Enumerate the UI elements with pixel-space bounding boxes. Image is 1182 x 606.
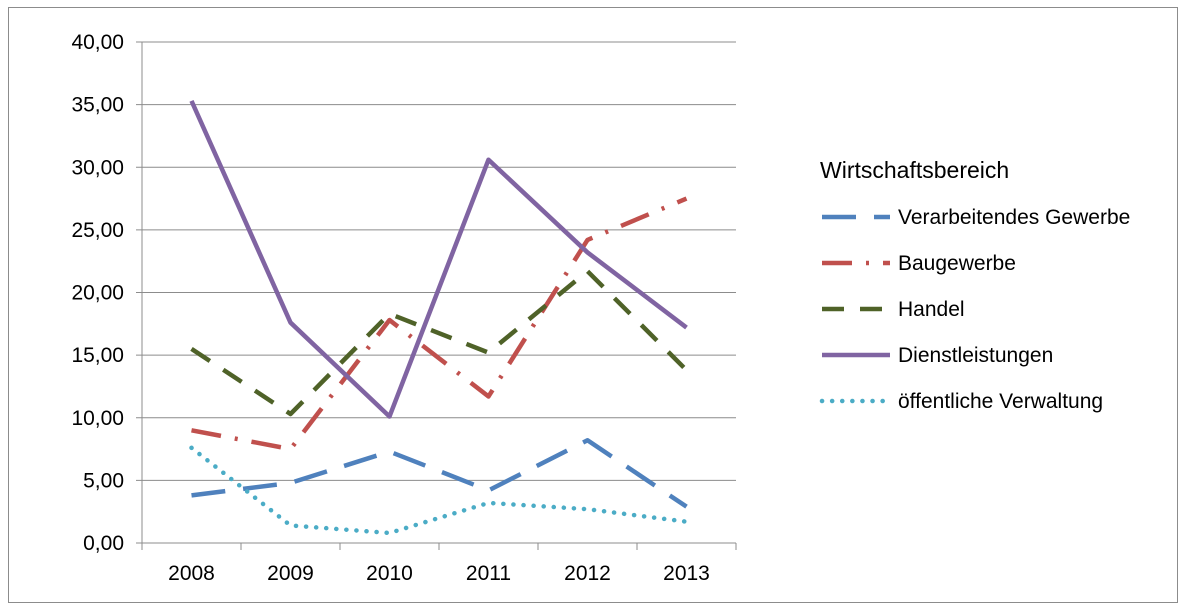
- y-tick-label: 20,00: [71, 282, 124, 305]
- legend: Wirtschaftsbereich Verarbeitendes Gewerb…: [819, 157, 1130, 413]
- legend-label: Handel: [898, 298, 965, 321]
- y-tick-labels: 0,00 5,00 10,00 15,00 20,00 25,00 30,00 35,00 40…: [71, 31, 124, 555]
- series-line-öffentliche-verwaltung: [189, 445, 689, 536]
- y-tick-label: 5,00: [83, 469, 124, 492]
- x-tick-label: 2011: [466, 562, 511, 585]
- legend-label: Baugewerbe: [898, 252, 1016, 275]
- axes: [141, 42, 736, 544]
- series-lines: [189, 99, 689, 536]
- legend-label: Dienstleistungen: [898, 344, 1053, 367]
- x-tick-label: 2008: [168, 562, 215, 585]
- x-tick-label: 2013: [663, 562, 710, 585]
- series-line-handel: [190, 268, 689, 417]
- y-tick-label: 0,00: [83, 532, 124, 555]
- x-tick-label: 2009: [267, 562, 314, 585]
- legend-label: öffentliche Verwaltung: [898, 390, 1103, 413]
- y-tick-label: 25,00: [71, 219, 124, 242]
- y-tick-label: 30,00: [71, 156, 124, 179]
- y-tick-label: 40,00: [71, 31, 124, 54]
- y-tick-label: 35,00: [71, 94, 124, 117]
- x-tick-labels: 2008 2009 2010 2011 2012 2013: [168, 562, 710, 585]
- series-line-baugewerbe: [191, 196, 688, 452]
- gridlines: [136, 41, 737, 550]
- series-line-verarbeitendes-gewerbe: [191, 438, 688, 509]
- x-tick-label: 2012: [564, 562, 611, 585]
- y-tick-label: 15,00: [71, 344, 124, 367]
- y-tick-label: 10,00: [71, 407, 124, 430]
- legend-label: Verarbeitendes Gewerbe: [898, 206, 1130, 229]
- chart-frame: [8, 7, 1178, 603]
- x-tick-label: 2010: [366, 562, 413, 585]
- series-line-dienstleistungen: [189, 99, 688, 419]
- legend-title: Wirtschaftsbereich: [820, 157, 1009, 183]
